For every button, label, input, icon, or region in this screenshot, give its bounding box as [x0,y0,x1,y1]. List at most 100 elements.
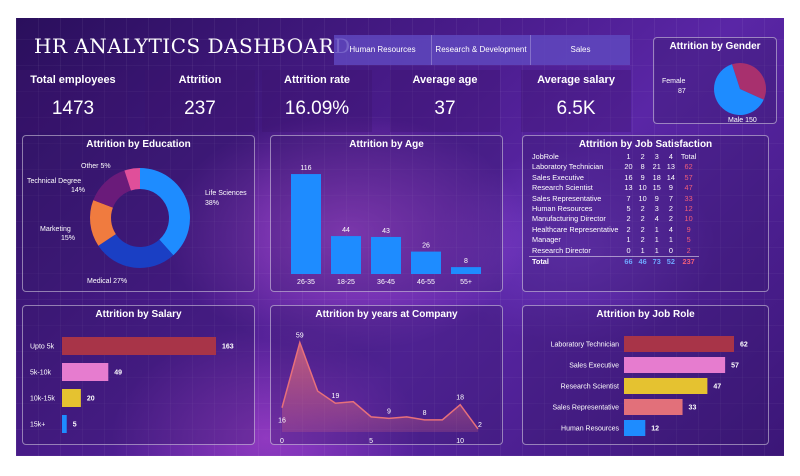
table-cell: 5 [626,204,631,214]
job_role-bar[interactable] [624,420,646,436]
table-cell: 4 [654,214,659,224]
table-cell: 14 [666,172,675,182]
table-row: Manufacturing Director 2 2 4 2 10 [529,214,699,224]
age-value-label: 116 [300,165,311,172]
panel-attrition-by-age: Attrition by Age 116 26-35 44 18-25 43 36-45 2… [270,135,503,292]
table-cell: 1 [654,224,659,234]
education-slice-other[interactable] [124,168,140,191]
table-cell: 2 [626,214,631,224]
table-cell: Sales Executive [532,172,584,182]
panel-title: Attrition by Job Satisfaction [578,139,713,150]
gender-female-label: Female [662,78,685,85]
table-total-row: Total 66 46 73 52 237 [529,256,700,268]
table-header-cell[interactable]: 1 [626,152,631,161]
table-cell: 3 [654,204,659,214]
table-header-cell[interactable]: Total [680,152,697,161]
dept-filter-sales[interactable]: Sales [531,35,630,65]
years-area-line[interactable] [281,340,479,430]
table-cell: 15 [652,183,661,193]
age-value-label: 43 [382,228,390,235]
salary-value-label: 163 [222,344,234,351]
job_role-value-label: 57 [731,363,739,370]
age-category-label: 55+ [460,279,472,286]
age-bar[interactable] [291,174,321,274]
age-bar[interactable] [331,236,361,274]
kpi-label: Average age [412,74,478,86]
salary-category-label: 10k-15k [30,396,55,403]
table-row: Manager 1 2 1 1 5 [529,235,699,245]
years-axis-tick: 5 [369,438,373,445]
education-slice-medical[interactable] [98,234,174,268]
age-bar[interactable] [451,267,481,274]
gender-female-value: 87 [678,88,686,95]
table-cell: Research Director [532,245,591,255]
kpi-attrition: Attrition 237 [145,70,255,132]
table-cell: 5 [686,235,691,245]
years-point-label: 59 [296,333,304,340]
salary-value-label: 20 [87,396,95,403]
table-cell: 1 [654,245,659,255]
table-header-cell[interactable]: 2 [640,152,645,161]
salary-bar-chart: Upto 5k 163 5k-10k 49 10k-15k 20 15k+ 5 [30,337,234,433]
table-header-cell[interactable]: 4 [668,152,673,161]
table-cell: 1 [668,235,673,245]
job_role-category-label: Research Scientist [561,384,619,391]
job_role-value-label: 12 [651,426,659,433]
table-cell: 57 [684,172,693,182]
job_role-bar[interactable] [624,357,726,373]
table-cell: 9 [686,224,691,234]
table-header-cell[interactable]: 3 [654,152,659,161]
age-bar-chart: 116 26-35 44 18-25 43 36-45 26 46-55 8 55+ [291,165,481,286]
gender-slice-female[interactable] [731,63,766,100]
years-axis-tick: 0 [280,438,284,445]
panel-attrition-by-job-role: Attrition by Job Role Laboratory Technic… [522,305,769,445]
table-cell: 2 [640,204,645,214]
education-slice-life-sciences[interactable] [140,168,190,256]
table-cell: 10 [638,183,647,193]
table-header-cell[interactable]: JobRole [532,152,559,161]
education-slice-marketing[interactable] [90,200,116,246]
table-cell: 47 [684,183,693,193]
table-cell: 0 [668,245,673,255]
table-row: Research Director 0 1 1 0 2 [529,246,699,257]
education-label-marketing-pct: 15% [61,235,75,242]
job_role-bar[interactable] [624,378,708,394]
panel-attrition-by-salary: Attrition by Salary Upto 5k 163 5k-10k 49 10… [22,305,255,445]
salary-bar[interactable] [62,337,216,355]
age-bar[interactable] [371,236,401,274]
table-cell: 20 [624,162,633,172]
dept-filter-human-resources[interactable]: Human Resources [334,35,432,65]
table-cell: 7 [668,193,673,203]
panel-attrition-by-education: Attrition by Education Other 5% Technica… [22,135,255,292]
kpi-label: Attrition rate [284,74,350,86]
gender-slice-male[interactable] [714,64,764,116]
panel-title: Attrition by years at Company [315,309,458,320]
job_role-bar[interactable] [624,399,683,415]
table-cell: Manager [532,235,561,245]
years-point-label: 19 [332,393,340,400]
salary-bar[interactable] [62,389,81,407]
table-cell: Laboratory Technician [532,162,604,172]
table-cell: 2 [640,235,645,245]
table-row: Human Resources 5 2 3 2 12 [529,204,699,214]
kpi-average-age: Average age 37 [390,70,500,132]
job_role-bar[interactable] [624,336,734,352]
age-value-label: 26 [422,243,430,250]
salary-bar[interactable] [62,363,109,381]
table-total-cell: 237 [677,256,700,268]
education-slice-technical-degree[interactable] [93,170,131,208]
table-cell: 1 [654,235,659,245]
salary-value-label: 49 [114,370,122,377]
gender-pie-chart: Female 87 Male 150 [662,63,766,124]
salary-bar[interactable] [62,415,67,433]
table-cell: Manufacturing Director [532,214,606,224]
table-row: Sales Executive 16 9 18 14 57 [529,173,699,183]
table-cell: 8 [640,162,645,172]
table-row: Research Scientist 13 10 15 9 47 [529,183,699,193]
gender-pie [714,63,766,116]
dept-filter-research-development[interactable]: Research & Development [432,35,531,65]
table-row: Healthcare Representative 2 2 1 4 9 [529,225,699,235]
age-bar[interactable] [411,251,441,274]
education-label-life-sciences: Life Sciences [205,190,247,197]
table-cell: 4 [668,224,673,234]
